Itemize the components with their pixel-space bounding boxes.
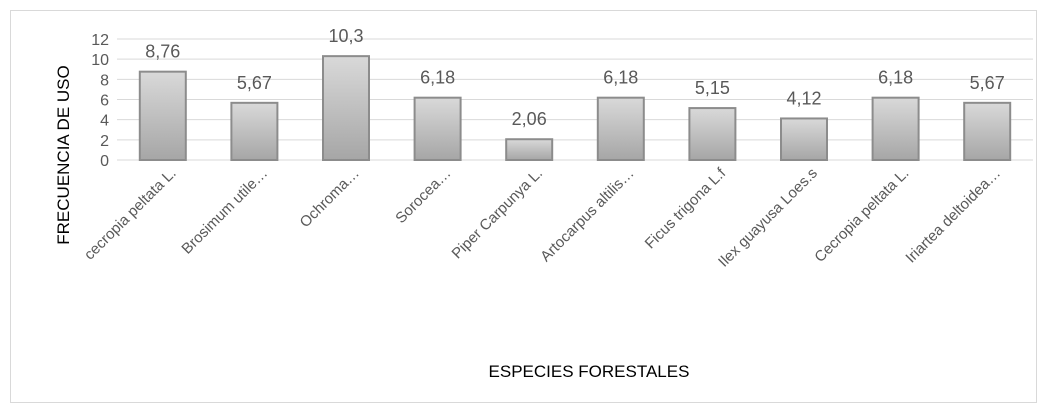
bars xyxy=(138,55,1012,161)
bar xyxy=(138,70,187,161)
data-labels: 8,76 5,67 10,3 6,18 2,06 6,18 5,15 4,12 6,18 5,67 xyxy=(145,26,1004,129)
y-axis-title: FRECUENCIA DE USO xyxy=(54,65,73,244)
bar xyxy=(230,101,279,161)
bar xyxy=(505,138,554,161)
category-label: Iriartea deltoidea… xyxy=(902,165,1004,267)
data-label: 2,06 xyxy=(512,109,547,129)
data-label: 5,67 xyxy=(237,73,272,93)
category-label: Cecropia peltata L. xyxy=(811,165,912,266)
category-label: Artocarpus altilis… xyxy=(537,165,637,265)
data-label: 6,18 xyxy=(420,68,455,88)
y-tick-label: 4 xyxy=(100,113,109,130)
category-label: Ochroma… xyxy=(297,165,363,231)
data-label: 6,18 xyxy=(878,68,913,88)
bar xyxy=(596,96,645,161)
x-axis-categories: cecropia peltata L.Brosimum utile… Ochrom… xyxy=(81,164,1004,270)
bar-chart: 0 2 4 6 8 10 12 8,76 5,67 10,3 6,18 2,06 6,18 5,15 4,… xyxy=(54,26,1033,381)
y-tick-label: 12 xyxy=(91,32,109,49)
y-tick-label: 10 xyxy=(91,52,109,69)
category-label: Ilex guayusa Loes.s xyxy=(715,165,821,271)
category-label: Ficus trigona L.f xyxy=(642,164,730,252)
data-label: 10,3 xyxy=(328,26,363,46)
data-label: 4,12 xyxy=(786,88,821,108)
y-tick-label: 8 xyxy=(100,72,109,89)
x-axis-title: ESPECIES FORESTALES xyxy=(489,362,690,381)
data-label: 8,76 xyxy=(145,42,180,62)
y-tick-label: 0 xyxy=(100,153,109,170)
bar xyxy=(413,96,462,161)
category-label: Brosimum utile… xyxy=(178,165,271,258)
data-label: 5,67 xyxy=(970,73,1005,93)
category-label: Piper Carpunya L. xyxy=(449,165,547,263)
bar xyxy=(688,107,737,161)
data-label: 6,18 xyxy=(603,68,638,88)
bar xyxy=(780,117,828,161)
category-label: cecropia peltata L. xyxy=(81,165,180,264)
category-label: Sorocea… xyxy=(392,165,454,227)
bar xyxy=(963,101,1012,161)
y-tick-label: 6 xyxy=(100,93,109,110)
bar xyxy=(322,55,370,161)
y-axis-ticks: 0 2 4 6 8 10 12 xyxy=(91,32,109,170)
bar xyxy=(871,96,920,161)
data-label: 5,15 xyxy=(695,78,730,98)
y-tick-label: 2 xyxy=(100,133,109,150)
chart-area: 0 2 4 6 8 10 12 8,76 5,67 10,3 6,18 2,06 6,18 5,15 4,… xyxy=(10,10,1037,403)
